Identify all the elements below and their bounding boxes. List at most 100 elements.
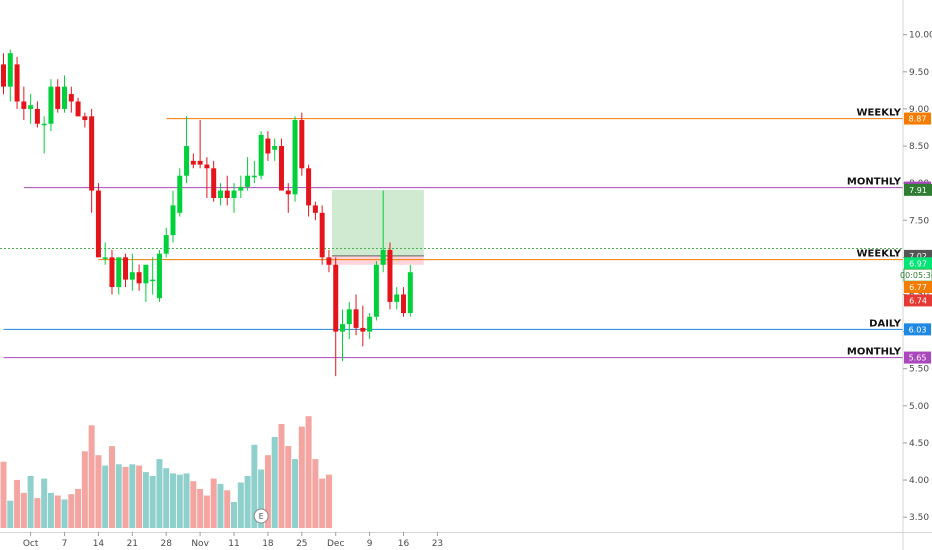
volume-bar [176, 474, 183, 528]
price-badges: 8.877.946.976.035.657.917.026.9700:05:34… [900, 112, 932, 364]
volume-bar [68, 494, 75, 528]
candle-body [353, 309, 359, 328]
x-tick-label: 23 [432, 539, 443, 549]
volume-bar [7, 500, 14, 528]
price-badge-text: 00:05:34 [900, 271, 932, 280]
position-target-zone[interactable] [331, 189, 424, 256]
earnings-marker-circle[interactable] [253, 508, 269, 524]
long-position-tool[interactable] [331, 189, 424, 265]
price-badge-text: 6.97 [909, 259, 927, 268]
candle-body [143, 264, 149, 284]
y-tick-label: 5.50 [909, 365, 929, 375]
y-tick-label: 3.50 [909, 513, 929, 523]
volume-bar [129, 464, 136, 528]
x-tick-label: 16 [398, 539, 410, 549]
candle-body [34, 108, 40, 124]
level-badge [904, 351, 931, 364]
volume-bar [319, 478, 326, 528]
price-badge [904, 281, 932, 294]
x-tick-label: 25 [296, 539, 307, 549]
candle-body [387, 249, 393, 302]
volume-bar [190, 481, 197, 528]
candle-body [292, 120, 298, 195]
volume-bar [142, 472, 149, 528]
volume-bar [27, 476, 34, 528]
volume-bar [163, 468, 170, 528]
volume-bar [20, 492, 27, 528]
x-tick-label: 7 [62, 539, 68, 549]
volume-bar [41, 478, 48, 528]
candle-body [41, 123, 47, 126]
earnings-marker-label: E [259, 512, 264, 521]
candle-body [217, 190, 223, 198]
volume-bar [34, 498, 41, 528]
candle-body [204, 164, 210, 169]
candle-body [401, 294, 407, 314]
candle-body [340, 324, 345, 332]
candle-body [177, 175, 183, 213]
volume-bar [47, 492, 54, 528]
level-lines: WEEKLY MONTHLY WEEKLY DAILY MONTHLY [0, 108, 903, 359]
time-axis[interactable]: Oct 7 14 21 28 Nov 11 18 25 Dec 9 16 23 [0, 532, 932, 549]
candle-body [129, 272, 135, 280]
level-label: WEEKLY [857, 249, 902, 260]
price-candles [1, 49, 413, 377]
candle-body [48, 86, 54, 124]
candle-body [231, 190, 237, 198]
volume-bar [170, 473, 176, 528]
candle-body [150, 279, 156, 282]
candle-body [1, 64, 6, 87]
volume-bar [298, 426, 305, 528]
candle-body [265, 138, 271, 154]
candle-body [7, 53, 13, 87]
candle-body [346, 309, 352, 325]
candle-body [360, 327, 366, 332]
y-tick-label: 4.00 [909, 476, 929, 486]
candle-body [68, 94, 74, 102]
volume-bar [292, 459, 299, 528]
volume-bar [102, 465, 109, 528]
y-tick-label: 7.50 [909, 216, 929, 226]
candle-body [394, 294, 400, 302]
volume-bar [136, 465, 143, 528]
candle-body [28, 105, 34, 109]
volume-bar [285, 446, 292, 528]
candle-body [278, 146, 284, 191]
volume-bar [122, 466, 129, 528]
x-tick-label: Nov [191, 539, 209, 549]
candle-body [306, 168, 312, 206]
volume-bar [203, 495, 210, 528]
candle-body [14, 64, 20, 102]
level-label: DAILY [869, 318, 902, 329]
x-tick-label: 11 [228, 539, 239, 549]
level-badge [904, 112, 931, 125]
volume-bar [108, 446, 115, 528]
price-badge [904, 257, 932, 270]
candle-body [55, 86, 61, 109]
candle-body [245, 175, 251, 187]
volume-bar [312, 459, 319, 528]
price-badge [904, 294, 932, 307]
earnings-marker[interactable]: E [253, 508, 269, 524]
candle-body [95, 190, 101, 258]
candle-body [123, 257, 129, 280]
candle-body [184, 146, 190, 176]
x-tick-label: 9 [367, 539, 373, 549]
volume-bar [278, 424, 285, 528]
candle-body [190, 160, 196, 165]
volume-bar [305, 416, 312, 528]
candle-body [319, 212, 325, 258]
volume-bar [14, 479, 21, 528]
volume-bar [258, 469, 265, 528]
price-badge-text: 6.74 [909, 296, 927, 305]
price-badge-text: 7.02 [909, 252, 927, 261]
candle-body [238, 186, 244, 191]
price-badge-text: 6.77 [909, 283, 927, 292]
volume-bar [325, 474, 332, 528]
candle-body [89, 116, 95, 191]
volume-bar [75, 489, 82, 528]
volume-bar [61, 499, 68, 528]
level-badge [904, 323, 931, 336]
position-stop-zone[interactable] [331, 255, 424, 265]
